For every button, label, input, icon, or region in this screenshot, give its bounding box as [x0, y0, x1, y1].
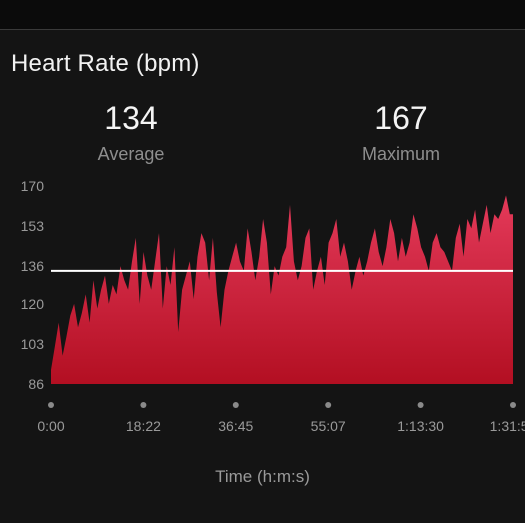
header-divider: [0, 29, 525, 30]
status-bar-area: [0, 0, 525, 29]
y-tick-label: 120: [21, 296, 45, 312]
x-tick-dot: [325, 402, 332, 408]
x-tick-dot: [140, 402, 147, 408]
average-label: Average: [97, 144, 165, 164]
x-tick-label: 1:13:30: [397, 418, 444, 434]
heart-rate-area: [51, 195, 513, 384]
maximum-stat: 167 Maximum: [311, 100, 491, 165]
x-tick-dot: [510, 402, 516, 408]
x-tick-dot: [48, 402, 54, 408]
heart-rate-chart[interactable]: 170 153 136 120 103 86 0:00 18:22 36:45 55:07 1:1…: [0, 170, 525, 440]
x-tick-label: 0:00: [37, 418, 64, 434]
y-axis: 170 153 136 120 103 86: [21, 178, 45, 392]
x-axis: 0:00 18:22 36:45 55:07 1:13:30 1:31:52: [37, 402, 525, 434]
average-stat: 134 Average: [41, 100, 221, 165]
x-tick-label: 1:31:52: [490, 418, 525, 434]
x-tick-dot: [417, 402, 424, 408]
x-tick-dot: [232, 402, 239, 408]
y-tick-label: 170: [21, 178, 45, 194]
x-tick-label: 55:07: [311, 418, 346, 434]
average-value: 134: [104, 100, 158, 136]
y-tick-label: 86: [28, 376, 44, 392]
x-tick-label: 18:22: [126, 418, 161, 434]
maximum-label: Maximum: [361, 144, 440, 164]
card-title: Heart Rate (bpm): [11, 50, 200, 77]
x-tick-label: 36:45: [218, 418, 253, 434]
y-tick-label: 103: [21, 336, 45, 352]
x-axis-title: Time (h:m:s): [215, 467, 310, 486]
y-tick-label: 136: [21, 258, 45, 274]
maximum-value: 167: [374, 100, 428, 136]
y-tick-label: 153: [21, 218, 45, 234]
